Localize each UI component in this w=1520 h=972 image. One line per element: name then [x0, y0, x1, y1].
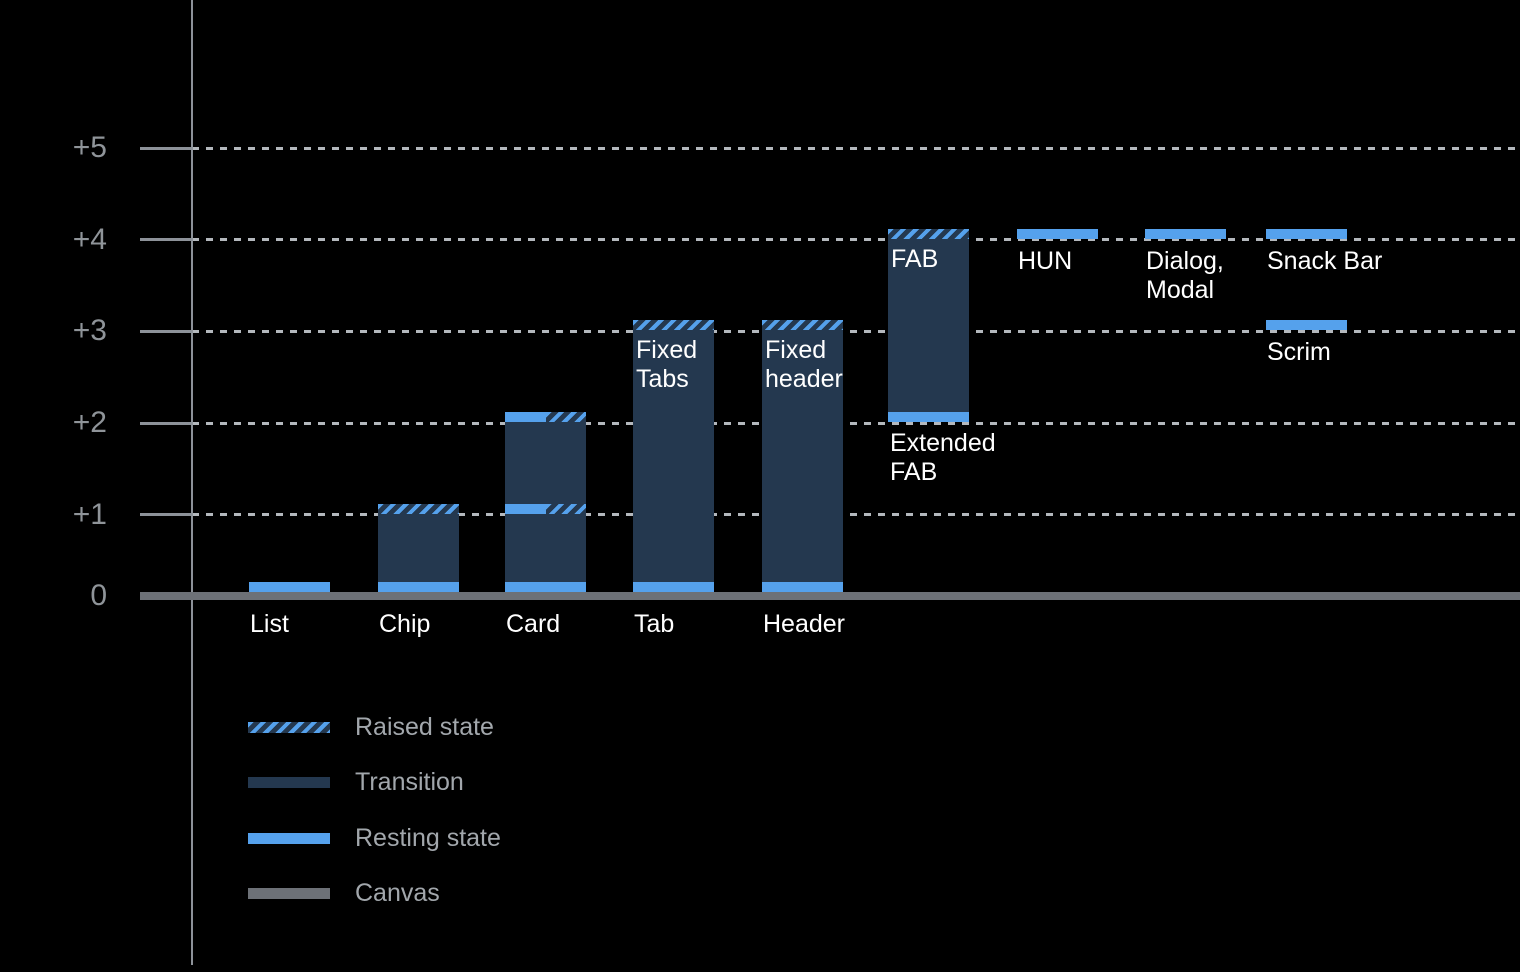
canvas-baseline-bar [140, 592, 1520, 600]
legend-item-label: Transition [355, 768, 464, 796]
resting-strip-chip [378, 582, 459, 592]
resting-half-card [505, 503, 546, 514]
y-axis-tick [140, 146, 194, 150]
raised-half-card [545, 503, 586, 514]
bar-axis-label-tab: Tab [634, 610, 675, 638]
y-axis-tick [140, 421, 194, 425]
raised-state-swatch-icon [248, 721, 330, 733]
y-tick-label-+1: +1 [72, 497, 107, 531]
legend-item-label: Resting state [355, 824, 501, 852]
legend-item-label: Canvas [355, 879, 440, 907]
gridline-+4 [192, 238, 1520, 242]
bar-axis-label-chip: Chip [379, 610, 431, 638]
y-tick-label-0: 0 [90, 579, 107, 612]
resting-strip-header [762, 582, 843, 592]
y-axis-line [191, 0, 193, 965]
bar-inside-label-header: Fixed header [765, 336, 843, 394]
canvas-swatch-icon [248, 887, 330, 899]
y-axis-tick [140, 238, 194, 242]
bar-under-label-scrim: Scrim [1267, 338, 1331, 367]
bar-under-label-dialog-modal: Dialog, Modal [1146, 246, 1224, 304]
bar-under-label-snack-bar: Snack Bar [1267, 246, 1383, 275]
resting-strip-list [249, 582, 330, 592]
bar-inside-label-fab: FAB [891, 244, 939, 273]
split-strip-card [505, 412, 586, 423]
gridline-+1 [192, 513, 1520, 517]
bar-body-fab [888, 238, 969, 423]
bar-inside-label-tab: Fixed Tabs [636, 336, 698, 394]
resting-strip-snack-bar [1266, 228, 1347, 239]
bar-under-label-hun: HUN [1018, 246, 1073, 275]
gridline-+2 [192, 421, 1520, 425]
transition-swatch-icon [248, 776, 330, 788]
bar-body-chip [378, 513, 459, 592]
raised-strip-tab [633, 320, 714, 331]
y-tick-label-+5: +5 [72, 131, 107, 164]
bar-axis-label-header: Header [763, 610, 845, 638]
bar-axis-label-list: List [250, 610, 289, 638]
gridline-+3 [192, 329, 1520, 333]
y-tick-label-+4: +4 [72, 222, 107, 256]
raised-strip-fab [888, 228, 969, 239]
bar-body-header [762, 330, 843, 592]
legend-item-transition: Transition [248, 769, 464, 795]
y-tick-label-+3: +3 [72, 314, 107, 348]
y-tick-label-+2: +2 [72, 406, 107, 440]
raised-strip-chip [378, 503, 459, 514]
legend-item-canvas: Canvas [248, 880, 440, 906]
resting-strip-fab [888, 412, 969, 423]
bar-axis-label-card: Card [506, 610, 561, 638]
resting-strip-scrim [1266, 320, 1347, 331]
legend-item-resting-state: Resting state [248, 825, 501, 851]
raised-strip-header [762, 320, 843, 331]
legend-item-label: Raised state [355, 713, 494, 741]
resting-strip-hun [1017, 228, 1098, 239]
bar-body-tab [633, 330, 714, 592]
raised-half-card [545, 412, 586, 423]
resting-state-swatch-icon [248, 832, 330, 844]
resting-strip-card [505, 582, 586, 592]
legend-item-raised-state: Raised state [248, 714, 494, 740]
split-strip-card [505, 503, 586, 514]
gridline-+5 [192, 146, 1520, 150]
resting-strip-dialog-modal [1145, 228, 1226, 239]
y-axis-tick [140, 329, 194, 333]
y-axis-tick [140, 513, 194, 517]
resting-strip-tab [633, 582, 714, 592]
bar-below-label-fab: Extended FAB [890, 429, 996, 487]
resting-half-card [505, 412, 546, 423]
